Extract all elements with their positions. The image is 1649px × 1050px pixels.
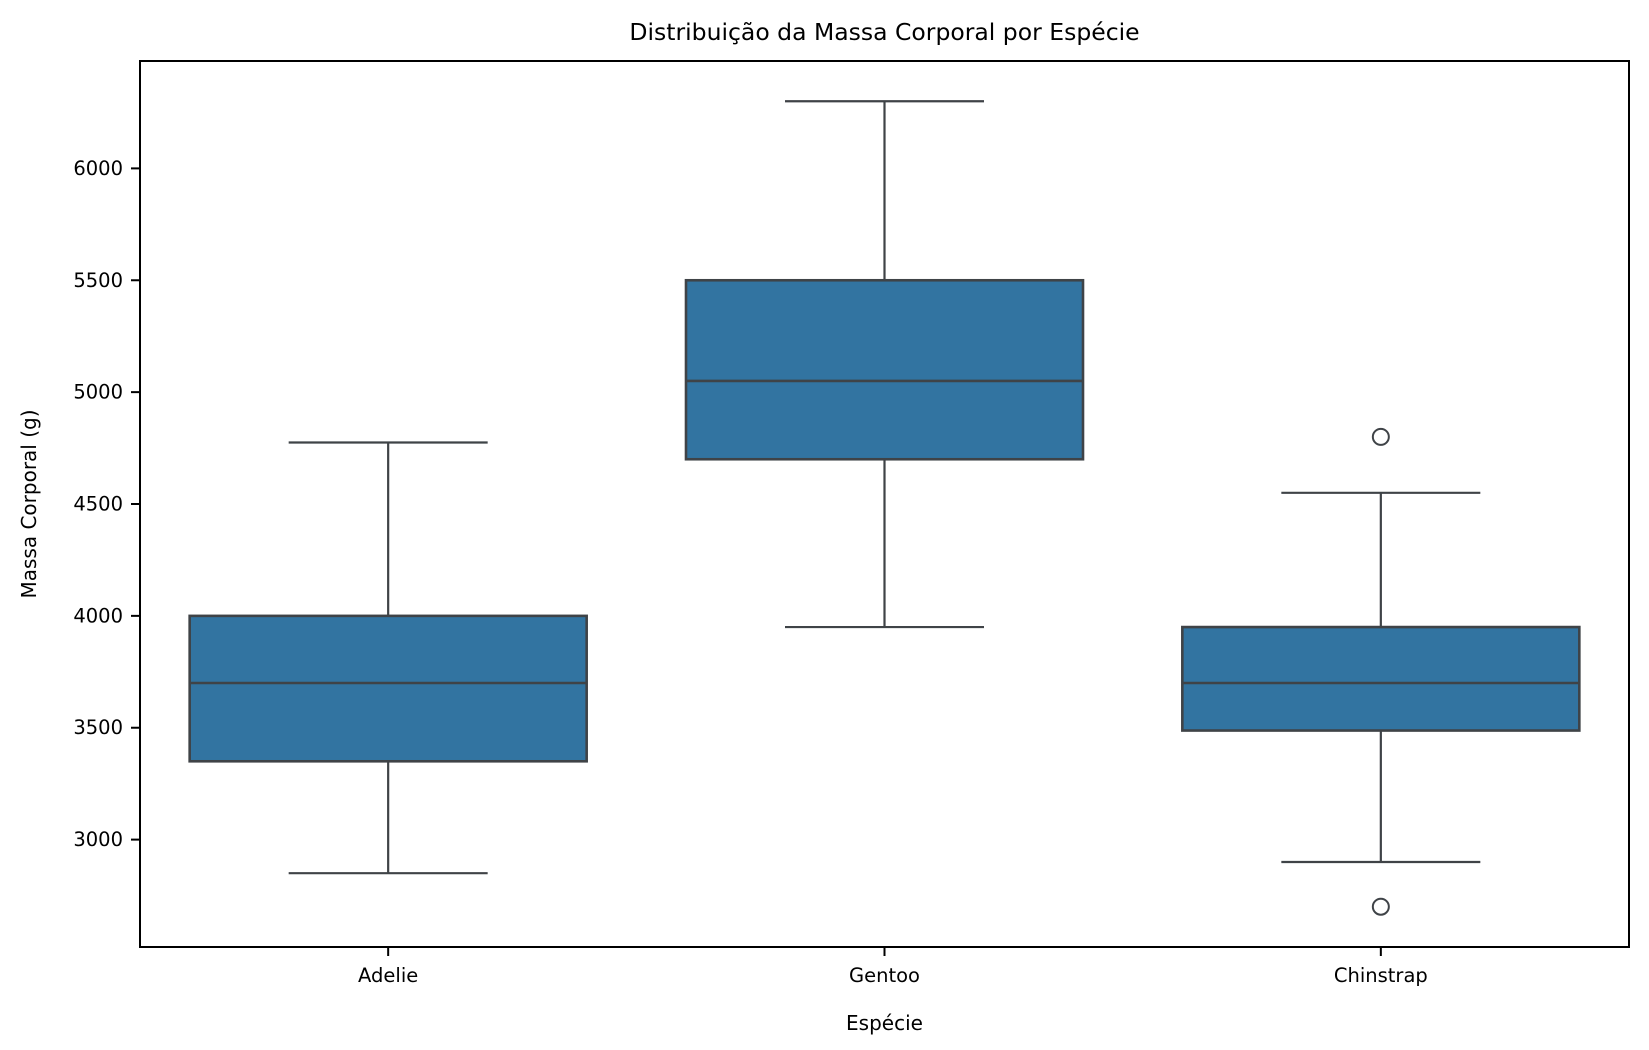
x-axis-label: Espécie <box>846 1011 923 1035</box>
axes-spines <box>139 60 1630 948</box>
chart-title: Distribuição da Massa Corporal por Espéc… <box>629 18 1139 46</box>
box-chinstrap <box>1181 625 1581 732</box>
plot-area: 3000 3500 4000 4500 5000 5500 6000 Adelie Gentoo… <box>73 60 1630 987</box>
x-tick-label-gentoo: Gentoo <box>849 964 920 987</box>
y-tick-label: 4000 <box>73 604 123 627</box>
y-tick-label: 3500 <box>73 716 123 739</box>
x-tick-label-adelie: Adelie <box>358 964 418 987</box>
y-tick-label: 5500 <box>73 269 123 292</box>
x-tick-label-chinstrap: Chinstrap <box>1334 964 1428 987</box>
y-tick-label: 3000 <box>73 828 123 851</box>
y-tick-label: 6000 <box>73 157 123 180</box>
box-adelie <box>188 614 588 763</box>
y-axis-label: Massa Corporal (g) <box>17 409 41 598</box>
outlier-marker-chinstrap <box>1371 897 1390 916</box>
y-tick-label: 5000 <box>73 381 123 404</box>
outlier-marker-chinstrap <box>1371 427 1390 446</box>
y-tick-label: 4500 <box>73 493 123 516</box>
box-gentoo <box>684 278 1085 461</box>
